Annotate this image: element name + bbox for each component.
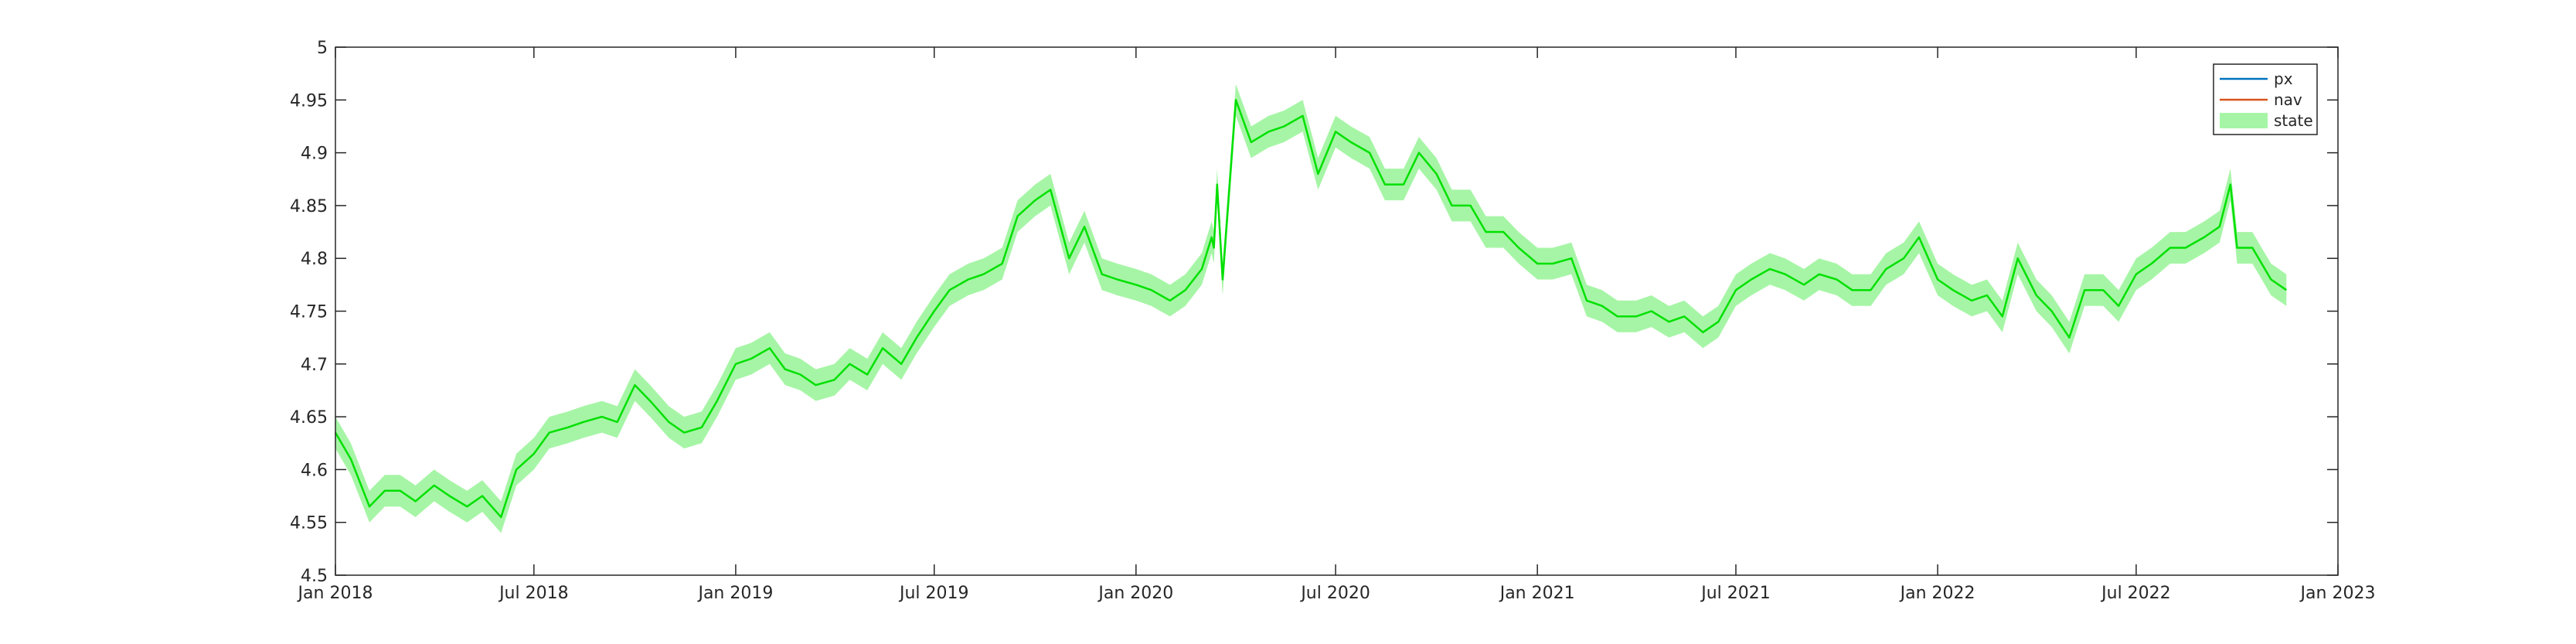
- legend-state-label: state: [2274, 111, 2313, 130]
- x-tick-label: Jan 2023: [2299, 584, 2376, 603]
- x-tick-label: Jan 2019: [696, 584, 773, 603]
- x-tick-label: Jul 2022: [2100, 584, 2171, 603]
- x-tick-label: Jan 2021: [1499, 584, 1575, 603]
- y-tick-label: 4.75: [290, 303, 328, 322]
- x-tick-label: Jul 2020: [1299, 584, 1370, 603]
- x-tick-label: Jul 2018: [498, 584, 569, 603]
- y-tick-label: 4.9: [301, 145, 328, 164]
- x-tick-label: Jan 2022: [1899, 584, 1975, 603]
- y-tick-label: 4.5: [301, 567, 328, 586]
- y-tick-label: 4.55: [290, 514, 328, 533]
- y-tick-label: 4.65: [290, 408, 328, 428]
- x-tick-label: Jan 2020: [1097, 584, 1173, 603]
- legend-state-swatch: [2220, 113, 2268, 128]
- y-tick-label: 4.7: [301, 356, 328, 375]
- y-tick-label: 4.6: [301, 461, 328, 480]
- y-tick-label: 5: [317, 39, 328, 58]
- y-tick-label: 4.95: [290, 91, 328, 111]
- state-series-line: [334, 99, 2288, 519]
- x-tick-label: Jan 2018: [297, 584, 373, 603]
- x-tick-label: Jul 2021: [1700, 584, 1771, 603]
- legend: px nav state: [2213, 63, 2318, 135]
- x-tick-label: Jul 2019: [898, 584, 969, 603]
- series-line-layer: [334, 99, 2288, 519]
- y-tick-label: 4.8: [301, 250, 328, 269]
- legend-nav-label: nav: [2274, 90, 2302, 109]
- legend-px-label: px: [2274, 70, 2293, 88]
- ticks: Jan 2018 Jul 2018 Jan 2019 Jul 2019 Jan 2020…: [290, 39, 2375, 603]
- y-tick-label: 4.85: [290, 197, 328, 216]
